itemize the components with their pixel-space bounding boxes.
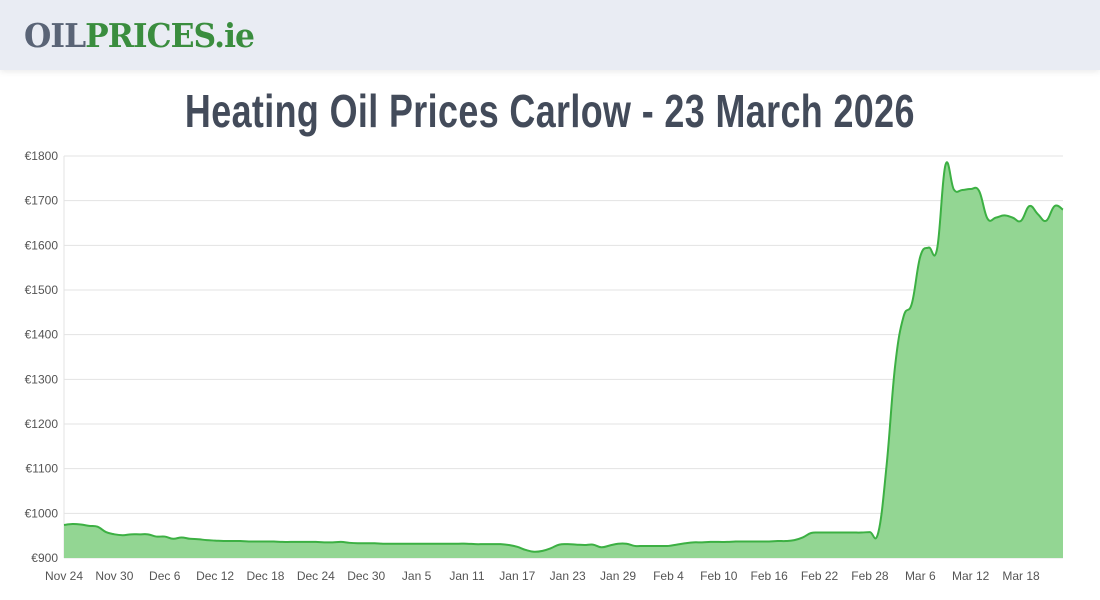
x-tick-label: Jan 23 <box>550 569 586 583</box>
x-tick-label: Mar 18 <box>1002 569 1040 583</box>
site-header: OILPRICES.ie <box>0 0 1100 70</box>
page-title-wrap: Heating Oil Prices Carlow - 23 March 202… <box>0 84 1100 138</box>
x-tick-label: Feb 16 <box>750 569 788 583</box>
y-tick-label: €900 <box>31 551 58 565</box>
price-line <box>63 161 1064 553</box>
y-tick-label: €1500 <box>25 283 59 297</box>
x-tick-label: Jan 29 <box>600 569 636 583</box>
x-tick-label: Dec 6 <box>149 569 181 583</box>
y-tick-label: €1600 <box>25 238 59 252</box>
x-tick-label: Feb 22 <box>801 569 839 583</box>
y-tick-label: €1000 <box>25 506 59 520</box>
y-tick-label: €1400 <box>25 328 59 342</box>
x-tick-label: Dec 24 <box>297 569 335 583</box>
site-logo[interactable]: OILPRICES.ie <box>24 16 255 55</box>
x-tick-label: Nov 30 <box>95 569 133 583</box>
x-tick-label: Nov 24 <box>45 569 83 583</box>
page-title: Heating Oil Prices Carlow - 23 March 202… <box>185 85 915 137</box>
x-tick-label: Dec 12 <box>196 569 234 583</box>
x-tick-label: Dec 18 <box>246 569 284 583</box>
price-area-fill <box>64 162 1063 558</box>
logo-text-oil: OIL <box>24 16 86 55</box>
logo-text-prices: PRICES.ie <box>85 16 255 55</box>
x-tick-label: Mar 12 <box>952 569 990 583</box>
x-tick-label: Jan 11 <box>449 569 484 583</box>
y-tick-label: €1700 <box>25 194 59 208</box>
x-tick-label: Jan 17 <box>499 569 535 583</box>
x-tick-label: Feb 28 <box>851 569 889 583</box>
y-tick-label: €1200 <box>25 417 59 431</box>
y-tick-label: €1300 <box>25 372 59 386</box>
x-tick-label: Mar 6 <box>905 569 936 583</box>
x-tick-label: Feb 10 <box>700 569 738 583</box>
y-tick-label: €1800 <box>25 149 59 163</box>
x-tick-label: Dec 30 <box>347 569 385 583</box>
x-tick-label: Jan 5 <box>402 569 432 583</box>
y-tick-label: €1100 <box>26 462 59 476</box>
x-tick-label: Feb 4 <box>653 569 684 583</box>
